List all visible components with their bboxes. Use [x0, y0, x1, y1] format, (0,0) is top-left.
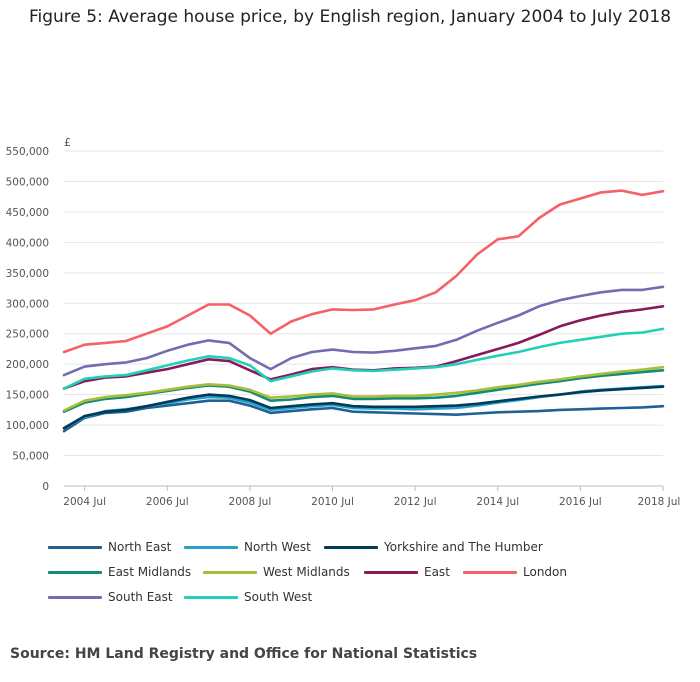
legend-label: Yorkshire and The Humber [384, 540, 543, 554]
y-tick-label: 150,000 [6, 390, 49, 402]
x-tick-label: 2014 Jul [476, 496, 519, 508]
x-tick-label: 2016 Jul [559, 496, 602, 508]
y-tick-label: 450,000 [6, 207, 49, 219]
legend-item-south-west: South West [184, 590, 312, 604]
y-tick-label: 50,000 [12, 451, 49, 463]
x-tick-label: 2018 Jul [638, 496, 681, 508]
legend-item-west-midlands: West Midlands [203, 565, 350, 579]
line-chart: 550,000 500,000 450,000 400,000 350,000 300,0… [6, 136, 681, 508]
series-line-south-east [62, 285, 665, 377]
legend-item-east-midlands: East Midlands [48, 565, 191, 579]
legend-swatch [324, 545, 378, 549]
x-axis: 2004 Jul 2006 Jul 2008 Jul 2010 Jul 2012 Jul… [63, 486, 680, 508]
series-line-west-midlands [62, 365, 665, 412]
y-tick-label: 0 [42, 481, 49, 493]
x-tick-label: 2008 Jul [229, 496, 272, 508]
series-lines [62, 189, 665, 433]
grid-lines [64, 150, 663, 487]
y-tick-label: 400,000 [6, 237, 49, 249]
legend-label: North West [244, 540, 311, 554]
series-line-south-west [62, 327, 665, 390]
x-tick-label: 2010 Jul [311, 496, 354, 508]
legend-item-london: London [463, 565, 567, 579]
legend-label: East [424, 565, 450, 579]
legend-swatch [48, 545, 102, 549]
legend-item-south-east: South East [48, 590, 173, 604]
legend-label: North East [108, 540, 172, 554]
legend-item-east: East [364, 565, 450, 579]
y-tick-label: 500,000 [6, 176, 49, 188]
x-tick-label: 2004 Jul [63, 496, 106, 508]
y-tick-label: 300,000 [6, 298, 49, 310]
series-line-north-east [62, 399, 665, 433]
y-axis: 550,000 500,000 450,000 400,000 350,000 300,0… [6, 146, 49, 493]
legend-label: South West [244, 590, 313, 604]
legend-item-north-east: North East [48, 540, 171, 554]
y-tick-label: 100,000 [6, 420, 49, 432]
series-line-yorkshire-and-the-humber [62, 385, 665, 430]
chart-title: Figure 5: Average house price, by Englis… [28, 7, 672, 27]
legend-label: South East [108, 590, 173, 604]
legend-swatch [203, 570, 257, 574]
legend-swatch [184, 545, 238, 549]
legend-item-north-west: North West [184, 540, 311, 554]
x-tick-label: 2012 Jul [394, 496, 437, 508]
y-tick-label: 250,000 [6, 329, 49, 341]
legend-label: West Midlands [263, 565, 350, 579]
source-note: Source: HM Land Registry and Office for … [10, 646, 478, 662]
legend-swatch [48, 570, 102, 574]
series-line-london [62, 189, 665, 354]
legend-label: London [523, 565, 567, 579]
legend-swatch [48, 595, 102, 599]
y-tick-label: 200,000 [6, 359, 49, 371]
legend-item-yorkshire: Yorkshire and The Humber [324, 540, 543, 554]
y-axis-unit-label: £ [64, 136, 71, 149]
y-tick-label: 550,000 [6, 146, 49, 158]
x-tick-label: 2006 Jul [146, 496, 189, 508]
legend-swatch [364, 570, 418, 574]
legend-label: East Midlands [108, 565, 192, 579]
legend-swatch [463, 570, 517, 574]
y-tick-label: 350,000 [6, 268, 49, 280]
legend-swatch [184, 595, 238, 599]
